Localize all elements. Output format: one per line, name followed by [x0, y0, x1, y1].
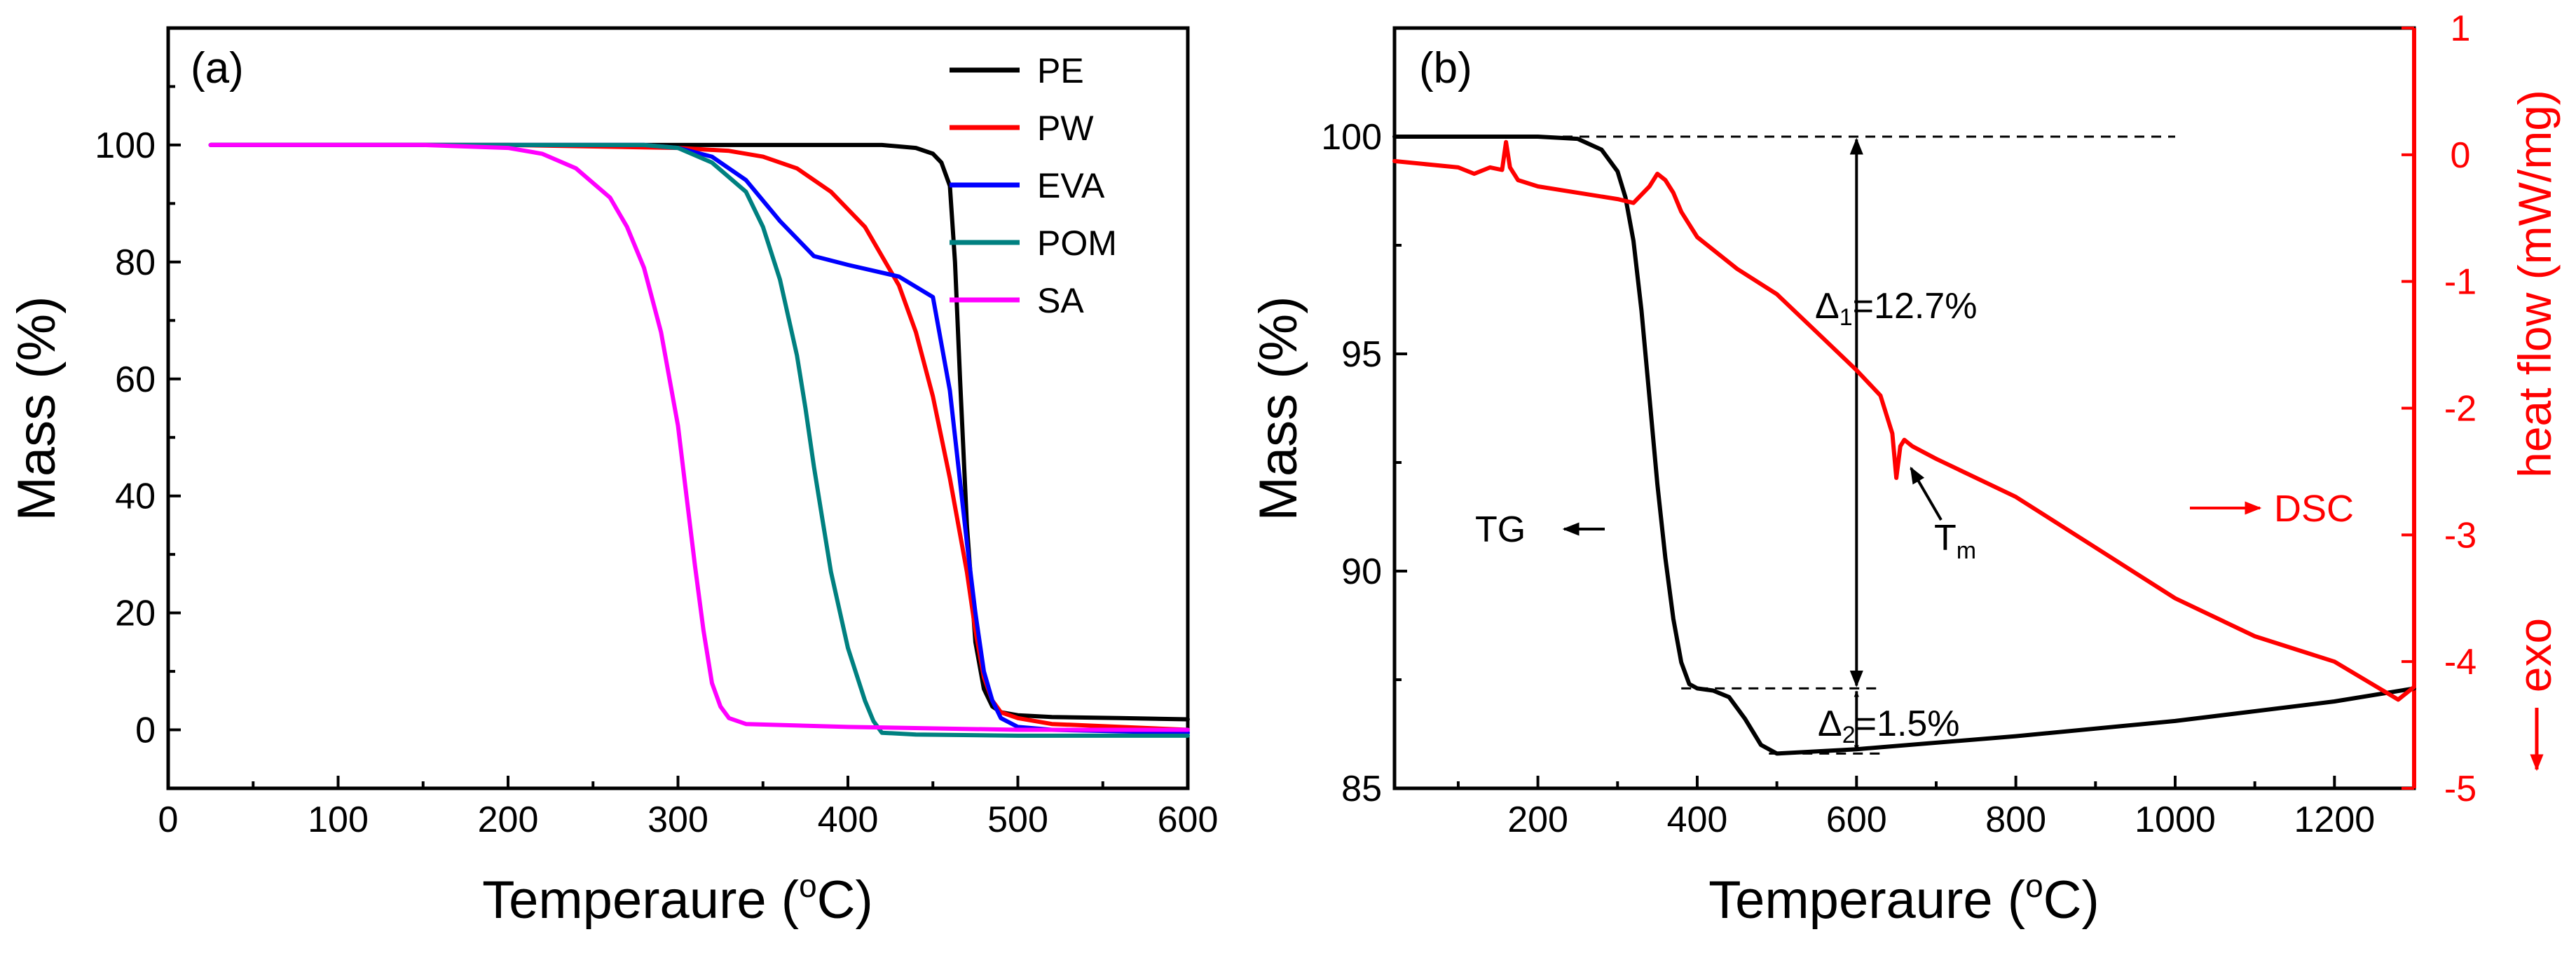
panel-b-ylabel: Mass (%): [1249, 296, 1308, 521]
panel-b-ytick-label: 90: [1341, 551, 1382, 592]
panel-a-xtick-label: 100: [308, 800, 369, 840]
panel-b-ytick-right-label: 0: [2451, 135, 2471, 176]
dsc-annotation: DSC: [2274, 488, 2354, 530]
panel-b-reference-lines: [1395, 135, 2175, 755]
delta2-label: Δ2=1.5%: [1818, 704, 1960, 748]
panel-a-xlabel: Temperaure (oC): [482, 868, 873, 930]
panel-a-legend: PE PW EVA POM SA: [950, 51, 1117, 320]
panel-a-label: (a): [191, 44, 244, 92]
panel-b-ytick-right-label: -4: [2444, 642, 2476, 683]
legend-label-eva: EVA: [1037, 166, 1105, 205]
panel-a-ytick-label: 60: [115, 359, 156, 400]
series-pw: [208, 142, 1190, 732]
panel-a-ticks: 0 100 200 300 400 500 600 0 20 40 60 80 100: [95, 85, 1219, 840]
panel-a-ytick-label: 100: [95, 125, 156, 166]
panel-a-xtick-label: 200: [478, 800, 539, 840]
panel-b-ytick-right-label: -5: [2444, 769, 2476, 809]
delta1-label: Δ1=12.7%: [1815, 286, 1977, 331]
tm-arrow: [1910, 466, 1943, 521]
panel-b-xtick-label: 800: [1985, 800, 2046, 840]
panel-b-ytick-label: 85: [1341, 769, 1382, 809]
panel-a-xtick-label: 400: [818, 800, 879, 840]
panel-b-ytick-right-label: -2: [2444, 389, 2476, 430]
legend-label-sa: SA: [1037, 281, 1084, 320]
series-pom: [208, 142, 1190, 738]
panel-a-ytick-label: 0: [135, 711, 156, 751]
panel-b-ticks: 200 400 600 800 1000 1200 85 90 95 100 -5 -4 -3 -2 -1 0…: [1321, 8, 2476, 840]
panel-a-ytick-label: 80: [115, 242, 156, 283]
tm-annotation: Tm: [1934, 518, 1976, 564]
panel-a-series: [208, 142, 1190, 738]
panel-a-ytick-label: 40: [115, 476, 156, 517]
panel-b-ytick-right-label: -1: [2444, 262, 2476, 303]
panel-a-xtick-label: 0: [158, 800, 179, 840]
legend-label-pe: PE: [1037, 51, 1084, 90]
panel-a-xtick-label: 300: [648, 800, 708, 840]
panel-b-frame: [1392, 26, 2416, 790]
panel-b-ytick-right-label: 1: [2451, 8, 2471, 49]
panel-a: 0 100 200 300 400 500 600 0 20 40 60 80 100 (a) PE PW…: [7, 26, 1219, 930]
panel-a-ylabel: Mass (%): [7, 296, 67, 521]
panel-b-xtick-label: 400: [1667, 800, 1728, 840]
panel-a-xtick-label: 600: [1158, 800, 1219, 840]
panel-b-ytick-right-label: -3: [2444, 515, 2476, 556]
series-tg: [1392, 135, 2416, 756]
panel-b-ylabel-right: heat flow (mW/mg): [2509, 90, 2561, 478]
panel-b-xtick-label: 1200: [2294, 800, 2375, 840]
panel-b-xlabel: Temperaure (oC): [1708, 868, 2099, 930]
series-dsc: [1392, 139, 2416, 702]
legend-label-pw: PW: [1037, 109, 1094, 148]
series-sa: [208, 142, 1190, 732]
panel-a-frame: [166, 26, 1190, 790]
exo-label: exo: [2509, 618, 2561, 692]
panel-b-series: [1392, 135, 2416, 756]
panel-b-ytick-label: 95: [1341, 334, 1382, 375]
panel-a-xtick-label: 500: [987, 800, 1048, 840]
legend-label-pom: POM: [1037, 224, 1117, 263]
panel-b: 200 400 600 800 1000 1200 85 90 95 100 -5 -4 -3 -2 -1 0…: [1249, 8, 2561, 930]
panel-a-ytick-label: 20: [115, 594, 156, 634]
panel-b-xtick-label: 1000: [2135, 800, 2216, 840]
panel-b-xtick-label: 600: [1826, 800, 1887, 840]
panel-b-ytick-label: 100: [1321, 117, 1382, 158]
panel-b-xtick-label: 200: [1507, 800, 1568, 840]
tg-annotation: TG: [1475, 509, 1526, 550]
panel-b-label: (b): [1419, 44, 1472, 92]
